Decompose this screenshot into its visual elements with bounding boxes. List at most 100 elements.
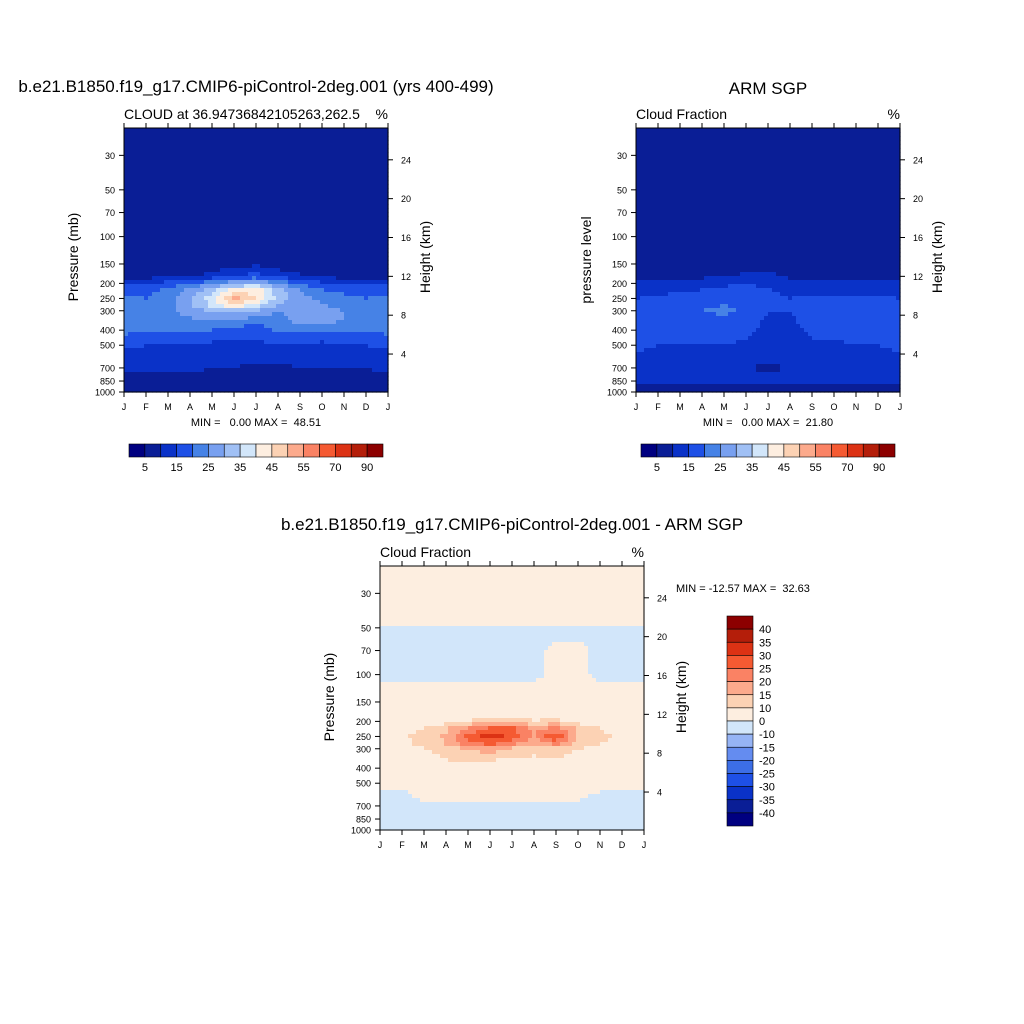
contour-cell: [200, 368, 205, 373]
contour-cell: [244, 184, 249, 189]
contour-cell: [344, 144, 349, 149]
contour-cell: [344, 220, 349, 225]
contour-cell: [236, 332, 241, 337]
contour-cell: [188, 132, 193, 137]
contour-cell: [380, 252, 385, 257]
contour-cell: [172, 360, 177, 365]
contour-cell: [160, 292, 165, 297]
contour-cell: [196, 168, 201, 173]
contour-cell: [208, 176, 213, 181]
contour-cell: [196, 244, 201, 249]
contour-cell: [656, 128, 661, 133]
contour-cell: [216, 152, 221, 157]
contour-cell: [784, 140, 789, 145]
contour-cell: [308, 300, 313, 305]
contour-cell: [260, 152, 265, 157]
y2-tick-label: 16: [401, 233, 411, 243]
contour-cell: [144, 200, 149, 205]
contour-cell: [712, 140, 717, 145]
contour-cell: [152, 212, 157, 217]
contour-cell: [748, 152, 753, 157]
contour-cell: [356, 148, 361, 153]
contour-cell: [300, 244, 305, 249]
contour-cell: [340, 136, 345, 141]
contour-cell: [324, 332, 329, 337]
contour-cell: [128, 280, 133, 285]
contour-cell: [152, 200, 157, 205]
contour-cell: [204, 220, 209, 225]
contour-cell: [204, 184, 209, 189]
contour-cell: [320, 300, 325, 305]
contour-cell: [336, 156, 341, 161]
contour-cell: [764, 148, 769, 153]
contour-cell: [256, 136, 261, 141]
contour-cell: [140, 288, 145, 293]
contour-cell: [176, 300, 181, 305]
contour-cell: [320, 340, 325, 345]
contour-cell: [272, 296, 277, 301]
contour-cell: [328, 196, 333, 201]
contour-cell: [224, 192, 229, 197]
contour-cell: [384, 284, 389, 289]
contour-cell: [276, 168, 281, 173]
contour-cell: [348, 196, 353, 201]
contour-cell: [244, 248, 249, 253]
contour-cell: [776, 132, 781, 137]
contour-cell: [332, 200, 337, 205]
contour-cell: [384, 128, 389, 133]
contour-cell: [196, 184, 201, 189]
contour-cell: [124, 356, 129, 361]
contour-cell: [368, 320, 373, 325]
contour-cell: [360, 196, 365, 201]
contour-cell: [168, 356, 173, 361]
contour-cell: [376, 224, 381, 229]
contour-cell: [264, 316, 269, 321]
contour-cell: [180, 176, 185, 181]
contour-cell: [292, 288, 297, 293]
contour-cell: [280, 388, 285, 393]
contour-cell: [260, 172, 265, 177]
contour-cell: [896, 136, 901, 141]
contour-cell: [320, 160, 325, 165]
contour-cell: [308, 228, 313, 233]
contour-cell: [188, 152, 193, 157]
contour-cell: [252, 132, 257, 137]
contour-cell: [688, 128, 693, 133]
contour-cell: [252, 324, 257, 329]
contour-cell: [328, 272, 333, 277]
contour-cell: [124, 164, 129, 169]
contour-cell: [288, 200, 293, 205]
contour-cell: [124, 156, 129, 161]
contour-cell: [372, 364, 377, 369]
contour-cell: [128, 216, 133, 221]
contour-cell: [312, 208, 317, 213]
contour-cell: [332, 216, 337, 221]
contour-cell: [308, 324, 313, 329]
contour-cell: [772, 128, 777, 133]
contour-cell: [200, 228, 205, 233]
contour-cell: [216, 200, 221, 205]
contour-cell: [308, 268, 313, 273]
contour-cell: [276, 268, 281, 273]
contour-cell: [808, 140, 813, 145]
contour-cell: [336, 300, 341, 305]
contour-cell: [132, 340, 137, 345]
contour-cell: [220, 160, 225, 165]
contour-cell: [144, 252, 149, 257]
contour-cell: [336, 272, 341, 277]
contour-cell: [320, 220, 325, 225]
contour-cell: [244, 232, 249, 237]
contour-cell: [376, 252, 381, 257]
contour-cell: [132, 268, 137, 273]
contour-cell: [192, 296, 197, 301]
contour-cell: [228, 304, 233, 309]
contour-cell: [124, 192, 129, 197]
contour-cell: [248, 332, 253, 337]
contour-cell: [216, 224, 221, 229]
contour-cell: [140, 184, 145, 189]
contour-cell: [188, 240, 193, 245]
contour-cell: [196, 372, 201, 377]
contour-cell: [160, 372, 165, 377]
contour-cell: [384, 352, 389, 357]
contour-cell: [144, 232, 149, 237]
